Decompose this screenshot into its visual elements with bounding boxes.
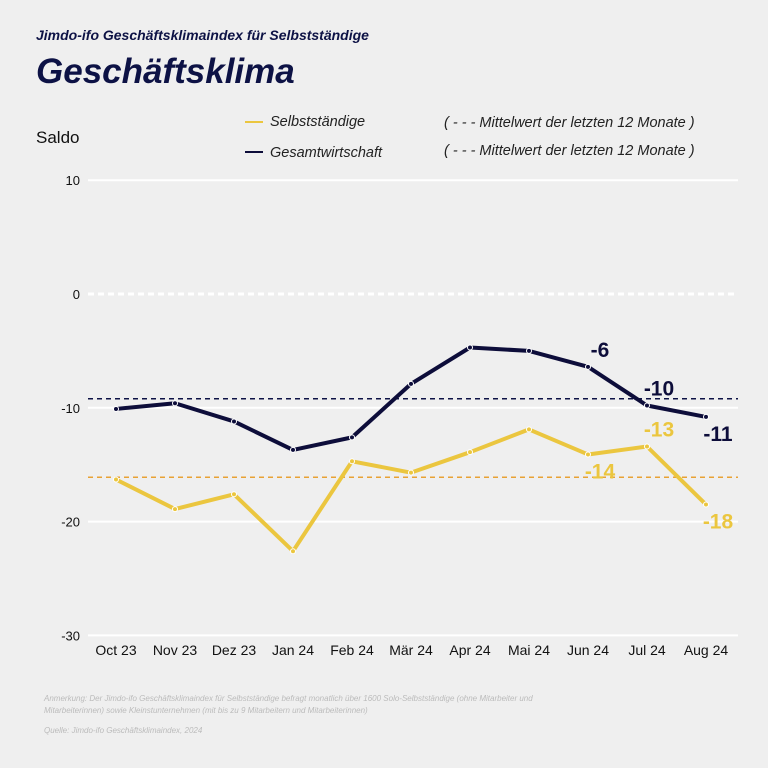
data-point [113,405,119,412]
data-point [703,501,709,508]
x-tick-label: Feb 24 [330,642,374,658]
data-point [290,446,296,453]
data-point [526,347,532,354]
x-tick-label: Mär 24 [389,642,433,658]
data-point [113,476,119,483]
legend-label-gesamtwirtschaft: Gesamtwirtschaft [270,145,382,161]
x-tick-label: Oct 23 [95,642,136,658]
series-line [115,427,708,554]
data-point [408,380,414,387]
data-label: -13 [644,418,674,441]
data-point [467,449,473,456]
subtitle: Jimdo-ifo Geschäftsklimaindex für Selbst… [36,27,369,43]
data-point [349,458,355,465]
data-point [585,451,591,458]
data-point [349,434,355,441]
x-tick-label: Dez 23 [212,642,257,658]
data-point [644,402,650,409]
x-tick-label: Apr 24 [449,642,490,658]
data-label: -18 [703,511,734,534]
source-note: Quelle: Jimdo-ifo Geschäftsklimaindex, 2… [44,726,203,735]
x-tick-label: Jul 24 [628,642,666,658]
y-tick-label: 10 [66,173,80,188]
series-line [115,345,707,452]
data-point [703,413,709,420]
data-point [290,548,296,555]
legend-mean-selbststaendige: ( - - - Mittelwert der letzten 12 Monate… [444,115,695,131]
data-label: -10 [644,378,674,401]
footnote: Anmerkung: Der Jimdo-ifo Geschäftsklimai… [44,694,533,715]
x-tick-label: Aug 24 [684,642,729,658]
x-tick-label: Mai 24 [508,642,550,658]
data-point [467,344,473,351]
legend-label-selbststaendige: Selbstständige [270,114,366,130]
x-tick-label: Nov 23 [153,642,198,658]
data-point [585,363,591,370]
y-axis-label: Saldo [36,128,80,147]
data-point [408,469,414,476]
y-tick-label: -10 [61,401,80,416]
legend-swatch-gesamtwirtschaft [245,151,263,153]
legend-swatch-selbststaendige [245,121,263,123]
y-tick-label: -30 [61,628,80,643]
data-label: -11 [703,423,733,446]
chart-title: Geschäftsklima [36,52,295,91]
data-point [172,400,178,407]
data-label: -6 [591,339,610,362]
y-tick-label: 0 [73,287,80,302]
data-point [231,491,237,498]
data-point [644,443,650,450]
x-tick-label: Jun 24 [567,642,609,658]
data-label: -14 [585,460,616,483]
y-tick-label: -20 [61,515,80,530]
data-point [231,418,237,425]
data-point [526,426,532,433]
data-point [172,506,178,513]
legend-mean-gesamtwirtschaft: ( - - - Mittelwert der letzten 12 Monate… [444,143,695,159]
x-tick-label: Jan 24 [272,642,314,658]
